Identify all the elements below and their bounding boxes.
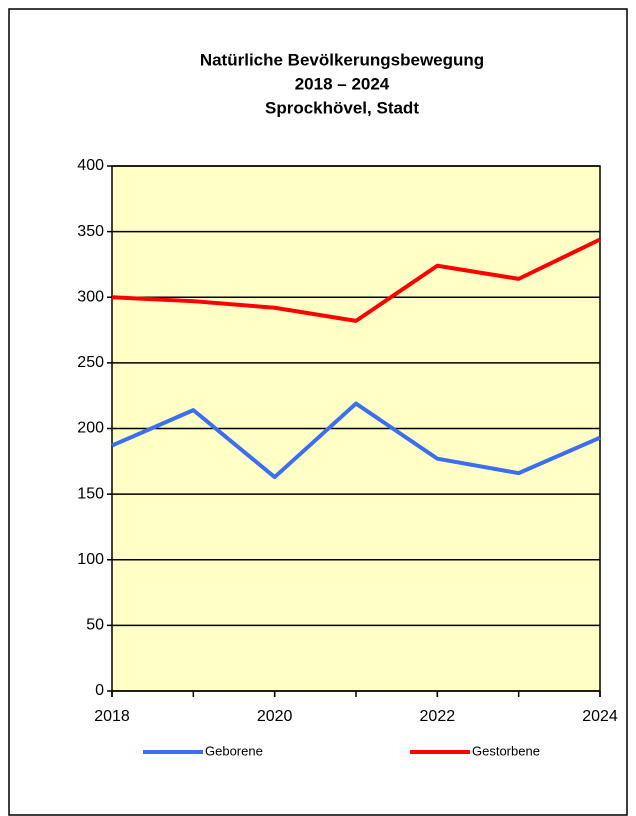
y-tick-label: 300 — [77, 288, 104, 305]
plot-border — [111, 165, 601, 692]
y-tick-label: 50 — [86, 617, 104, 634]
legend-label: Geborene — [205, 743, 263, 758]
y-tick-label: 400 — [77, 157, 104, 174]
chart-title: 2018 – 2024 — [295, 74, 390, 93]
x-tick-label: 2022 — [420, 708, 456, 725]
y-tick-label: 0 — [95, 682, 104, 699]
data-line — [111, 401, 601, 480]
x-tick-label: 2024 — [582, 708, 618, 725]
y-tick-label: 150 — [77, 485, 104, 502]
y-tick-label: 250 — [77, 354, 104, 371]
legend-label: Gestorbene — [472, 743, 540, 758]
y-tick-label: 350 — [77, 223, 104, 240]
data-line — [111, 237, 601, 323]
x-tick-label: 2018 — [94, 708, 130, 725]
x-tick-label: 2020 — [257, 708, 293, 725]
y-tick-label: 100 — [77, 551, 104, 568]
y-tick-label: 200 — [77, 420, 104, 437]
chart-title: Natürliche Bevölkerungsbewegung — [200, 50, 484, 69]
chart-title: Sprockhövel, Stadt — [265, 98, 419, 117]
